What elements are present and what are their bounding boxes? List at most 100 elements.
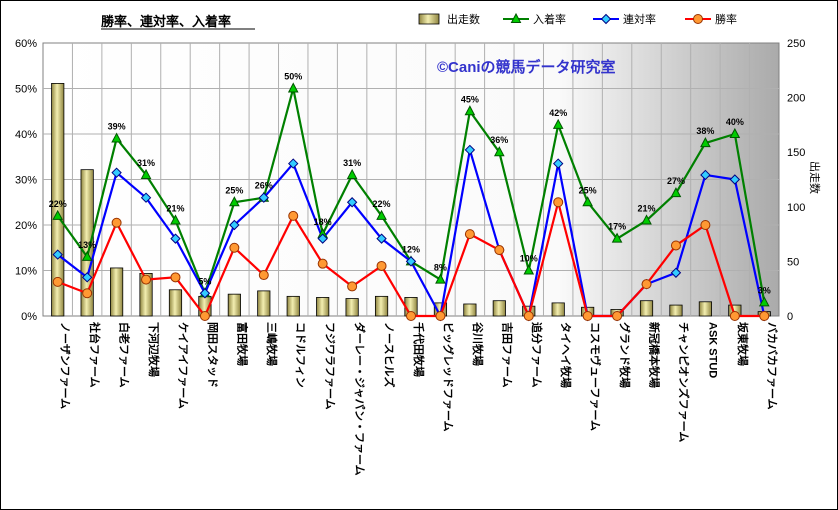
marker-連対率-ASK STUD <box>700 169 711 181</box>
marker-連対率-三嶋牧場 <box>258 192 270 203</box>
marker-入着率-社台ファーム <box>81 250 93 261</box>
marker-勝率-コドルフィン <box>288 210 299 221</box>
marker-連対率-ケイアイファーム <box>170 233 181 244</box>
data-label-入着率: 8% <box>434 263 447 273</box>
y-tick-right-label: 150 <box>787 147 805 159</box>
marker-入着率-バカバカファーム <box>758 296 770 307</box>
bar-ASK STUD <box>698 301 712 317</box>
data-label-入着率: 31% <box>343 158 361 168</box>
legend-label: 入着率 <box>533 12 566 26</box>
legend-item-連対率: 連対率 <box>593 12 656 26</box>
marker-連対率-白老ファーム <box>111 167 122 178</box>
x-tick-label: 追分ファーム <box>530 322 544 388</box>
x-tick-label: バカバカファーム <box>765 322 778 410</box>
marker-勝率-ノーザンファーム <box>52 276 63 287</box>
marker-連対率-坂東牧場 <box>729 174 741 185</box>
x-tick-label: ノーザンファーム <box>59 322 72 409</box>
marker-入着率-ノーザンファーム <box>52 209 64 220</box>
x-tick-label: 吉田ファーム <box>500 322 514 388</box>
bar-吉田ファーム <box>492 300 506 317</box>
marker-勝率-フジワラファーム <box>317 258 328 269</box>
marker-入着率-タイヘイ牧場 <box>552 118 564 129</box>
legend: 出走数 入着率 連対率 勝率 <box>418 12 737 26</box>
x-tick-label: 富田牧場 <box>235 322 249 366</box>
marker-連対率-タイヘイ牧場 <box>552 158 564 169</box>
x-tick-label: コスモヴューファーム <box>589 322 603 431</box>
marker-勝率-坂東牧場 <box>729 311 740 321</box>
legend-marker <box>510 12 522 23</box>
marker-入着率-谷川牧場 <box>464 105 476 116</box>
bar-谷川牧場 <box>463 303 477 317</box>
y-tick-right-label: 0 <box>787 311 793 323</box>
y-tick-left-label: 0% <box>21 311 37 323</box>
data-label-入着率: 31% <box>137 158 155 168</box>
marker-入着率-グランド牧場 <box>611 232 623 243</box>
data-label-入着率: 18% <box>314 217 332 227</box>
marker-入着率-ダーレー・ジャパン・ファーム <box>346 168 358 179</box>
marker-入着率-坂東牧場 <box>729 127 741 138</box>
chart-title: 勝率、連対率、入着率 <box>101 14 231 29</box>
legend-label: 出走数 <box>447 12 480 26</box>
data-label-入着率: 13% <box>78 240 96 250</box>
marker-勝率-チャンピオンズファーム <box>670 240 681 251</box>
legend-swatch <box>418 13 440 25</box>
data-label-入着率: 25% <box>579 185 597 195</box>
marker-入着率-ビッグレッドファーム <box>435 273 446 284</box>
marker-勝率-コスモヴューファーム <box>582 311 593 321</box>
marker-勝率-ダーレー・ジャパン・ファーム <box>347 281 358 292</box>
marker-連対率-岡田スタッド <box>199 288 211 299</box>
marker-連対率-コドルフィン <box>288 158 299 169</box>
marker-勝率-グランド牧場 <box>612 311 623 321</box>
y-tick-right-label: 250 <box>787 38 805 50</box>
marker-勝率-バカバカファーム <box>759 311 770 321</box>
marker-入着率-新冠橋本牧場 <box>641 214 652 225</box>
marker-勝率-富田牧場 <box>229 242 240 253</box>
marker-入着率-下河辺牧場 <box>140 168 152 179</box>
marker-入着率-富田牧場 <box>229 196 240 207</box>
bar-フジワラファーム <box>316 297 330 317</box>
data-label-入着率: 25% <box>225 185 243 195</box>
marker-勝率-下河辺牧場 <box>141 274 152 285</box>
data-label-入着率: 45% <box>461 94 479 104</box>
marker-勝率-千代田牧場 <box>406 311 416 321</box>
data-label-入着率: 36% <box>490 135 508 145</box>
data-label-入着率: 39% <box>108 122 126 132</box>
y-tick-right-label: 100 <box>787 202 805 214</box>
bar-新冠橋本牧場 <box>639 300 654 317</box>
x-tick-label: コドルフィン <box>294 322 307 388</box>
marker-勝率-吉田ファーム <box>494 245 505 256</box>
marker-勝率-三嶋牧場 <box>258 270 269 281</box>
legend-item-勝率: 勝率 <box>685 12 737 26</box>
legend-label: 勝率 <box>715 12 737 26</box>
marker-連対率-チャンピオンズファーム <box>670 267 682 278</box>
marker-勝率-白老ファーム <box>111 217 122 228</box>
marker-連対率-富田牧場 <box>229 219 240 231</box>
data-label-入着率: 21% <box>638 203 656 213</box>
legend-marker <box>693 14 703 24</box>
x-tick-label: 谷川牧場 <box>471 322 485 366</box>
marker-入着率-追分ファーム <box>523 264 535 275</box>
y-tick-right-label: 200 <box>787 93 805 105</box>
watermark: ©Caniの競馬データ研究室 <box>437 58 616 76</box>
marker-入着率-吉田ファーム <box>493 146 505 157</box>
legend-marker <box>600 13 612 25</box>
bar-下河辺牧場 <box>139 273 153 317</box>
x-tick-label: 社台ファーム <box>88 321 102 388</box>
marker-入着率-ノースヒルズ <box>376 209 387 220</box>
data-label-入着率: 3% <box>758 285 771 295</box>
data-label-入着率: 27% <box>667 176 685 186</box>
marker-勝率-社台ファーム <box>82 288 93 299</box>
marker-勝率-ビッグレッドファーム <box>435 311 446 321</box>
legend-label: 連対率 <box>623 12 656 26</box>
data-label-入着率: 38% <box>696 126 714 136</box>
x-tick-label: 岡田スタッド <box>206 322 219 388</box>
marker-連対率-フジワラファーム <box>317 233 328 244</box>
marker-勝率-ケイアイファーム <box>170 272 181 283</box>
x-tick-label: ノースヒルズ <box>383 322 397 387</box>
data-label-入着率: 17% <box>608 222 626 232</box>
bar-三嶋牧場 <box>257 290 271 317</box>
bar-白老ファーム <box>110 267 124 317</box>
marker-入着率-コスモヴューファーム <box>582 196 593 207</box>
